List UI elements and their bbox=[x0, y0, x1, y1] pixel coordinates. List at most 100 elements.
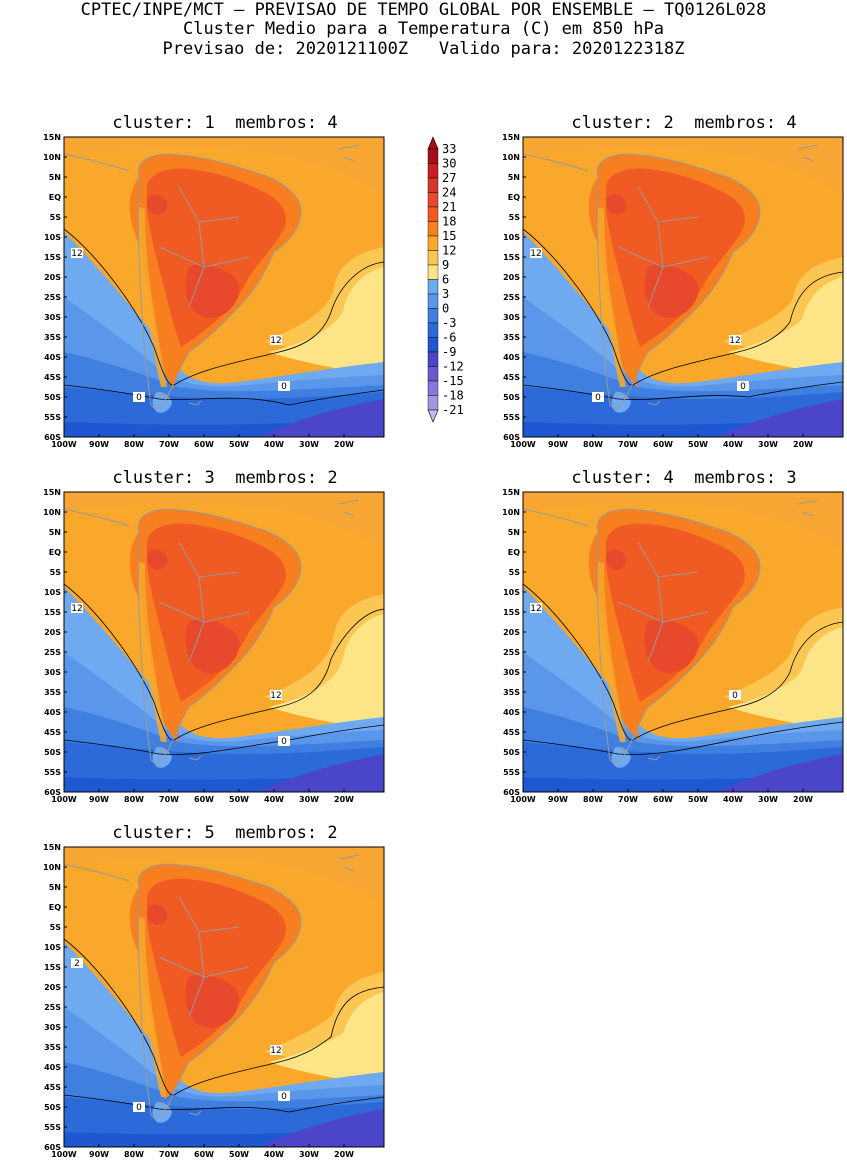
colorbar-swatch bbox=[427, 351, 439, 367]
map-canvas: 15N 10N 5N EQ 5S 10S 15S 20S 25S 30S 35S 40S 45S 50S 5… bbox=[43, 133, 385, 449]
latitude-tick-label: 45S bbox=[503, 373, 520, 382]
latitude-tick-label: 30S bbox=[44, 313, 61, 322]
contour-label: 12 bbox=[530, 604, 541, 614]
longitude-tick-label: 50W bbox=[688, 795, 708, 804]
colorbar-label: 3 bbox=[442, 287, 449, 301]
latitude-tick-label: EQ bbox=[508, 193, 520, 202]
latitude-tick-label: 5N bbox=[49, 528, 61, 537]
longitude-tick-label: 60W bbox=[194, 795, 214, 804]
longitude-tick-label: 80W bbox=[583, 795, 603, 804]
longitude-tick-label: 90W bbox=[89, 1150, 109, 1159]
map-panel-cluster-2: cluster: 2 membros: 4 15N 10N 5N EQ 5S 10S 15S… bbox=[498, 113, 847, 458]
colorbar-swatch bbox=[427, 163, 439, 179]
map-canvas: 15N 10N 5N EQ 5S 10S 15S 20S 25S 30S 35S 40S 45S 50S 5… bbox=[502, 488, 844, 804]
longitude-tick-label: 50W bbox=[229, 1150, 249, 1159]
contour-label: 12 bbox=[71, 604, 82, 614]
colorbar-label: 27 bbox=[442, 171, 456, 185]
longitude-tick-label: 50W bbox=[229, 795, 249, 804]
latitude-tick-label: 10S bbox=[44, 233, 61, 242]
contour-label: 0 bbox=[740, 382, 746, 392]
latitude-tick-label: 55S bbox=[44, 1123, 61, 1132]
map-panel-cluster-5: cluster: 5 membros: 2 15N 10N 5N EQ 5S 10S 15S… bbox=[39, 823, 411, 1168]
latitude-tick-label: 55S bbox=[44, 768, 61, 777]
colorbar-label: 15 bbox=[442, 229, 456, 243]
contour-label: 0 bbox=[281, 737, 287, 747]
latitude-tick-label: 35S bbox=[44, 333, 61, 342]
panel-title: cluster: 3 membros: 2 bbox=[112, 468, 338, 488]
latitude-tick-label: 5S bbox=[509, 213, 521, 222]
contour-label: 12 bbox=[71, 249, 82, 259]
colorbar-label: 30 bbox=[442, 157, 456, 171]
colorbar-label: 12 bbox=[442, 244, 456, 258]
latitude-tick-label: 10S bbox=[44, 943, 61, 952]
contour-label: 12 bbox=[530, 249, 541, 259]
colorbar-swatch bbox=[427, 380, 439, 396]
color-legend: 33 30 27 24 21 18 15 12 9 6 3 0 -3 -6 -9 -12 -15 -18 -21 bbox=[420, 134, 470, 444]
latitude-tick-label: 5N bbox=[49, 173, 61, 182]
colorbar-swatch bbox=[427, 293, 439, 309]
panel-title: cluster: 4 membros: 3 bbox=[571, 468, 797, 488]
latitude-tick-label: 50S bbox=[44, 393, 61, 402]
longitude-tick-label: 80W bbox=[124, 440, 144, 449]
temperature-field bbox=[64, 137, 384, 437]
colorbar-label: -18 bbox=[442, 389, 464, 403]
latitude-tick-label: 15S bbox=[44, 963, 61, 972]
latitude-tick-label: 35S bbox=[44, 1043, 61, 1052]
latitude-tick-label: 10S bbox=[44, 588, 61, 597]
latitude-tick-label: 5S bbox=[509, 568, 521, 577]
latitude-tick-label: 25S bbox=[503, 293, 520, 302]
longitude-tick-label: 30W bbox=[758, 440, 778, 449]
colorbar-label: 33 bbox=[442, 142, 456, 156]
latitude-tick-label: 20S bbox=[44, 273, 61, 282]
latitude-tick-label: 20S bbox=[503, 273, 520, 282]
latitude-tick-label: 40S bbox=[503, 708, 520, 717]
latitude-tick-label: 15N bbox=[43, 133, 61, 142]
contour-label: 0 bbox=[595, 393, 601, 403]
latitude-tick-label: 25S bbox=[503, 648, 520, 657]
latitude-tick-label: 55S bbox=[44, 413, 61, 422]
latitude-tick-label: 20S bbox=[44, 628, 61, 637]
longitude-tick-label: 30W bbox=[758, 795, 778, 804]
temperature-map: 15N 10N 5N EQ 5S 10S 15S 20S 25S 30S 35S 40S 45S 50S 5… bbox=[498, 488, 847, 813]
longitude-tick-label: 40W bbox=[264, 795, 284, 804]
latitude-tick-label: 40S bbox=[44, 1063, 61, 1072]
map-panel-cluster-1: cluster: 1 membros: 4 15N 10N 5N EQ 5S 10S 15S… bbox=[39, 113, 411, 458]
latitude-tick-label: 15S bbox=[44, 608, 61, 617]
longitude-tick-label: 70W bbox=[159, 440, 179, 449]
latitude-tick-label: 15S bbox=[44, 253, 61, 262]
longitude-tick-label: 40W bbox=[723, 795, 743, 804]
colorbar-label: 6 bbox=[442, 273, 449, 287]
colorbar-label: -6 bbox=[442, 331, 456, 345]
latitude-tick-label: 15N bbox=[502, 488, 520, 497]
latitude-tick-label: 10N bbox=[502, 508, 520, 517]
longitude-tick-label: 90W bbox=[548, 795, 568, 804]
latitude-tick-label: 5S bbox=[50, 213, 62, 222]
colorbar-label: -3 bbox=[442, 316, 456, 330]
colorbar-swatch bbox=[427, 279, 439, 295]
longitude-tick-label: 40W bbox=[264, 440, 284, 449]
contour-label: 0 bbox=[136, 1103, 142, 1113]
temperature-field bbox=[523, 492, 843, 792]
longitude-tick-label: 40W bbox=[264, 1150, 284, 1159]
latitude-tick-label: 55S bbox=[503, 413, 520, 422]
longitude-tick-label: 100W bbox=[510, 795, 536, 804]
colorbar-swatch bbox=[427, 177, 439, 193]
longitude-tick-label: 50W bbox=[688, 440, 708, 449]
longitude-tick-label: 20W bbox=[793, 440, 813, 449]
colorbar-swatch bbox=[427, 206, 439, 222]
latitude-tick-label: 50S bbox=[503, 393, 520, 402]
longitude-tick-label: 100W bbox=[51, 795, 77, 804]
temperature-field bbox=[523, 137, 843, 437]
colorbar-swatch bbox=[427, 322, 439, 338]
latitude-tick-label: 50S bbox=[503, 748, 520, 757]
panel-title: cluster: 5 membros: 2 bbox=[112, 823, 338, 843]
longitude-tick-label: 20W bbox=[334, 795, 354, 804]
colorbar-label: 0 bbox=[442, 302, 449, 316]
colorbar-swatch bbox=[427, 235, 439, 251]
latitude-tick-label: 45S bbox=[44, 728, 61, 737]
longitude-tick-label: 20W bbox=[793, 795, 813, 804]
colorbar-label: 18 bbox=[442, 215, 456, 229]
latitude-tick-label: 10S bbox=[503, 233, 520, 242]
colorbar-label: -15 bbox=[442, 374, 464, 388]
